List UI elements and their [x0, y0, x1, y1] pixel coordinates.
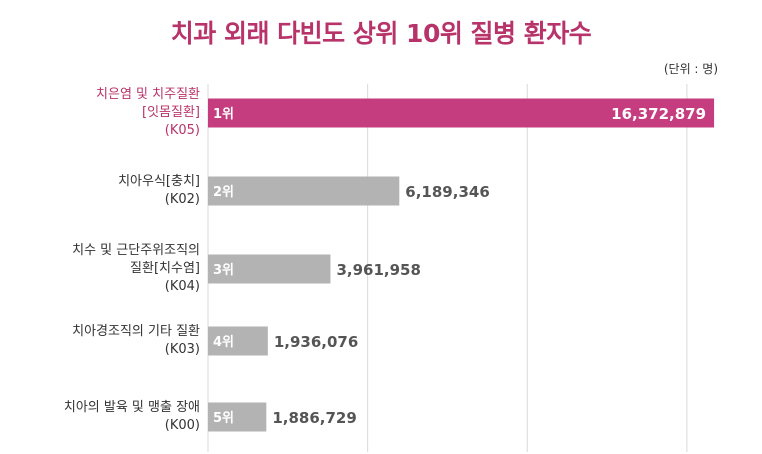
- rank-label: 1위: [213, 107, 234, 122]
- data-label: 16,372,879: [611, 105, 706, 123]
- data-label: 1,886,729: [272, 409, 356, 427]
- category-label: 치아경조직의 기타 질환 (K03): [10, 323, 200, 359]
- category-label: 치아우식[충치] (K02): [10, 173, 200, 209]
- bar: [208, 176, 400, 206]
- bar: [208, 326, 268, 356]
- category-label-line: 치수 및 근단주위조직의: [72, 243, 200, 258]
- rank-label: 2위: [213, 185, 234, 200]
- category-label-line: (K03): [164, 342, 200, 357]
- data-label: 6,189,346: [405, 183, 489, 201]
- category-label-line: (K04): [164, 279, 200, 294]
- category-label-line: (K00): [164, 418, 200, 433]
- category-label-line: 치은염 및 치주질환: [96, 87, 200, 102]
- bar: [208, 98, 715, 128]
- category-label-line: 치아우식[충치]: [118, 174, 200, 189]
- category-label: 치은염 및 치주질환 [잇몸질환] (K05): [10, 86, 200, 140]
- category-label-line: 치아경조직의 기타 질환: [72, 324, 200, 339]
- chart-title: 치과 외래 다빈도 상위 10위 질병 환자수: [170, 19, 592, 48]
- rank-label: 4위: [213, 335, 234, 350]
- category-label-line: (K05): [164, 123, 200, 138]
- data-label: 1,936,076: [274, 333, 358, 351]
- category-label: 치아의 발육 및 맹출 장애 (K00): [10, 399, 200, 435]
- category-label-line: [잇몸질환]: [142, 105, 200, 120]
- unit-label: (단위 : 명): [663, 62, 718, 76]
- rank-label: 5위: [213, 411, 234, 426]
- data-label: 3,961,958: [336, 261, 420, 279]
- rank-label: 3위: [213, 263, 234, 278]
- bar: [208, 402, 267, 432]
- bar: [208, 254, 331, 284]
- category-label-line: 질환[치수염]: [130, 261, 200, 276]
- category-label-line: 치아의 발육 및 맹출 장애: [63, 400, 200, 415]
- category-label-line: (K02): [164, 192, 200, 207]
